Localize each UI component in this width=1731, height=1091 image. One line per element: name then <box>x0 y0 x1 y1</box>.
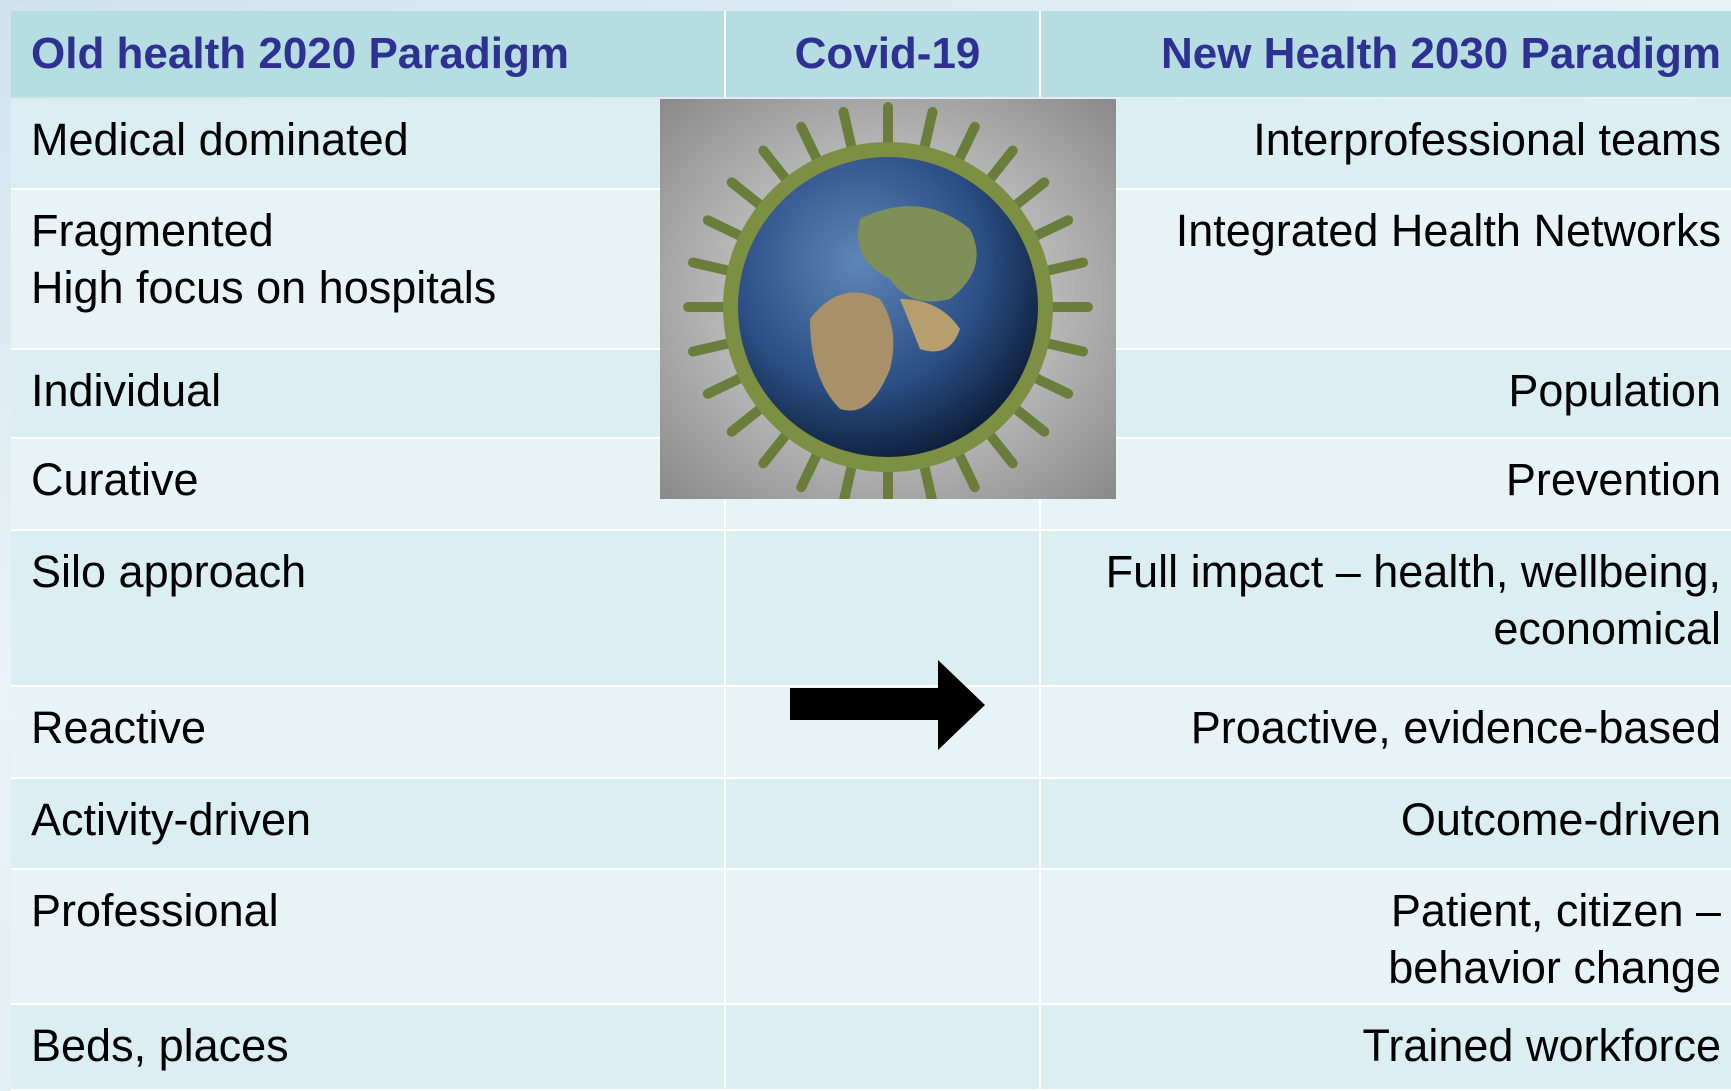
new-cell: Patient, citizen – behavior change <box>1041 870 1731 1005</box>
spike <box>1027 215 1074 243</box>
new-cell: Full impact – health, wellbeing, economic… <box>1041 531 1731 687</box>
cell-text: Fragmented <box>31 205 274 256</box>
cell-text: Full impact – health, wellbeing, <box>1105 546 1721 597</box>
spike <box>982 145 1018 187</box>
spike <box>726 401 768 437</box>
cell-text: Covid-19 <box>794 29 981 78</box>
spike <box>688 257 738 277</box>
spike <box>1008 401 1050 437</box>
cell-text: Proactive, evidence-based <box>1190 702 1721 753</box>
old-cell: Reactive <box>11 687 726 779</box>
cell-text: Trained workforce <box>1362 1020 1721 1071</box>
spike <box>1008 177 1050 213</box>
new-cell: Trained workforce <box>1041 1005 1731 1091</box>
new-cell: Prevention <box>1041 439 1731 531</box>
cell-text: Reactive <box>31 702 207 753</box>
spike <box>839 457 858 499</box>
spike <box>952 446 980 493</box>
cell-text: Silo approach <box>31 546 307 597</box>
old-cell: Fragmented High focus on hospitals <box>11 190 726 350</box>
old-cell: Activity-driven <box>11 779 726 870</box>
cell-text: Interprofessional teams <box>1253 114 1721 165</box>
cell-text: Activity-driven <box>31 794 312 845</box>
new-cell: Population <box>1041 350 1731 439</box>
cell-text: economical <box>1493 603 1721 654</box>
cell-text: High focus on hospitals <box>31 262 497 313</box>
covid-cell <box>726 531 1041 687</box>
covid-globe-image <box>660 99 1116 499</box>
spike <box>702 215 749 243</box>
cell-text: New Health 2030 Paradigm <box>1160 29 1721 78</box>
spike <box>918 457 937 499</box>
new-cell: Interprofessional teams <box>1041 99 1731 190</box>
cell-text: Professional <box>31 885 279 936</box>
cell-text: Beds, places <box>31 1020 289 1071</box>
cell-text: Integrated Health Networks <box>1175 205 1721 256</box>
cell-text: Medical dominated <box>31 114 409 165</box>
header-cell: New Health 2030 Paradigm <box>1041 11 1731 97</box>
new-cell: Integrated Health Networks <box>1041 190 1731 350</box>
spike <box>982 427 1018 469</box>
spike <box>1038 337 1088 357</box>
old-cell: Curative <box>11 439 726 531</box>
covid-cell <box>726 1005 1041 1091</box>
old-cell: Beds, places <box>11 1005 726 1091</box>
covid-cell <box>726 779 1041 870</box>
cell-text: Old health 2020 Paradigm <box>31 29 569 78</box>
spike <box>688 337 738 357</box>
new-cell: Proactive, evidence-based <box>1041 687 1731 779</box>
spike <box>726 177 768 213</box>
header-cell: Old health 2020 Paradigm <box>11 11 726 97</box>
spike <box>952 121 980 168</box>
cell-text: Prevention <box>1505 454 1721 505</box>
spike <box>702 371 749 399</box>
cell-text: Patient, citizen – <box>1390 885 1721 936</box>
header-cell: Covid-19 <box>726 11 1041 97</box>
new-cell: Outcome-driven <box>1041 779 1731 870</box>
old-cell: Medical dominated <box>11 99 726 190</box>
spike <box>796 121 824 168</box>
old-cell: Individual <box>11 350 726 439</box>
spike <box>918 107 938 157</box>
cell-text: Outcome-driven <box>1400 794 1721 845</box>
arrow <box>790 660 985 750</box>
cell-text: behavior change <box>1388 942 1721 993</box>
spike <box>758 427 794 469</box>
spike <box>838 107 858 157</box>
spike <box>1027 371 1074 399</box>
spike <box>796 446 824 493</box>
old-cell: Professional <box>11 870 726 1005</box>
spike <box>1038 257 1088 277</box>
cell-text: Individual <box>31 365 222 416</box>
covid-cell <box>726 870 1041 1005</box>
cell-text: Population <box>1508 365 1721 416</box>
old-cell: Silo approach <box>11 531 726 687</box>
spike <box>758 145 794 187</box>
cell-text: Curative <box>31 454 199 505</box>
